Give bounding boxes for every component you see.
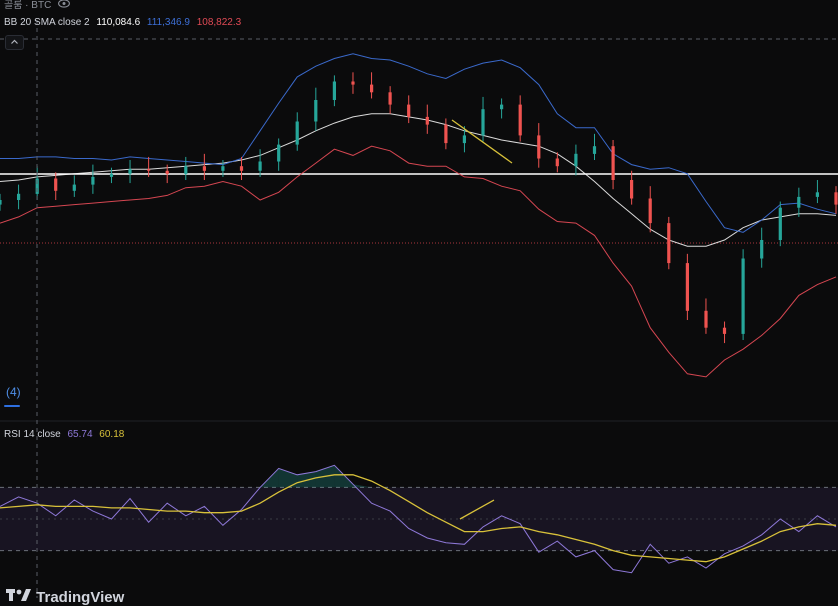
candle-body <box>462 135 466 144</box>
badge-underline <box>4 405 20 407</box>
rsi-legend[interactable]: RSI 14 close 65.74 60.18 <box>4 429 128 441</box>
candle-body <box>425 116 429 125</box>
candle-body <box>239 166 244 171</box>
candle-body <box>444 124 448 144</box>
candle-body <box>54 178 58 191</box>
candle-body <box>741 258 745 334</box>
candle-body <box>630 180 634 199</box>
candle-body <box>332 81 336 100</box>
candle-body <box>797 196 801 208</box>
candle-body <box>184 166 188 174</box>
candle-body <box>778 207 782 240</box>
symbol-label: 골룸 · BTC <box>4 0 52 11</box>
candle-body <box>351 81 355 85</box>
rsi-band-fill <box>0 487 838 551</box>
bb-lower-value: 108,822.3 <box>196 17 242 28</box>
candle-body <box>611 146 615 180</box>
bb-upper-value: 111,346.9 <box>146 17 190 28</box>
candle-body <box>555 158 559 167</box>
rsi-trend-line <box>459 499 495 520</box>
candle-body <box>91 176 95 185</box>
candle-body <box>147 169 151 171</box>
collapse-legend-button[interactable] <box>5 35 24 50</box>
candle-body <box>314 100 318 122</box>
candle-body <box>388 92 392 105</box>
rsi-pane <box>0 464 838 574</box>
candle-body <box>370 84 374 93</box>
bb-basis-value: 110,084.6 <box>96 17 141 28</box>
candle-body <box>500 104 504 110</box>
tradingview-wordmark: TradingView <box>36 588 125 606</box>
candle-body <box>518 104 522 136</box>
candle-body <box>109 173 114 177</box>
candle-body <box>648 198 652 224</box>
candle-body <box>537 135 541 159</box>
tradingview-watermark: TradingView <box>6 588 124 606</box>
rsi-overbought-fill <box>297 471 316 488</box>
candle-body <box>704 310 708 328</box>
candle-body <box>667 223 671 264</box>
rsi-ma-line <box>0 474 837 563</box>
candle-body <box>277 144 281 162</box>
candle-body <box>72 184 76 191</box>
indicator-count-badge[interactable]: (4) <box>6 385 21 399</box>
candle-body <box>128 169 132 174</box>
candle-body <box>407 104 411 117</box>
candle-body <box>574 153 578 167</box>
tradingview-logo-icon <box>6 588 32 606</box>
candle-body <box>834 192 838 205</box>
candle-body <box>165 170 169 174</box>
eye-icon[interactable] <box>58 0 71 11</box>
rsi-overbought-fill <box>352 484 372 488</box>
bb-indicator-name: BB 20 SMA close 2 <box>4 17 90 28</box>
rsi-value: 65.74 <box>67 429 93 440</box>
rsi-ma-value: 60.18 <box>99 429 125 440</box>
candle-body <box>815 192 819 197</box>
bb-legend[interactable]: BB 20 SMA close 2 110,084.6 111,346.9 10… <box>4 17 245 29</box>
bb-basis-line <box>0 113 837 247</box>
price-trend-line <box>451 119 513 164</box>
rsi-indicator-name: RSI 14 close <box>4 429 61 440</box>
candle-body <box>592 146 597 154</box>
symbol-header: 골룸 · BTC <box>4 0 74 12</box>
candle-body <box>0 200 2 205</box>
candle-body <box>760 240 764 259</box>
rsi-overbought-fill <box>334 465 353 488</box>
price-pane <box>0 38 838 378</box>
candle-body <box>722 327 727 334</box>
rsi-overbought-fill <box>278 468 298 488</box>
candle-body <box>481 109 485 136</box>
candle-body <box>202 166 206 171</box>
rsi-line <box>0 464 837 574</box>
candle-body <box>35 178 39 194</box>
bb-lower-band <box>0 145 837 378</box>
bb-upper-band <box>0 53 837 233</box>
candle-body <box>258 161 262 171</box>
candle-body <box>295 121 299 145</box>
candle-body <box>17 193 21 200</box>
candle-body <box>221 166 225 171</box>
candle-body <box>685 263 689 311</box>
